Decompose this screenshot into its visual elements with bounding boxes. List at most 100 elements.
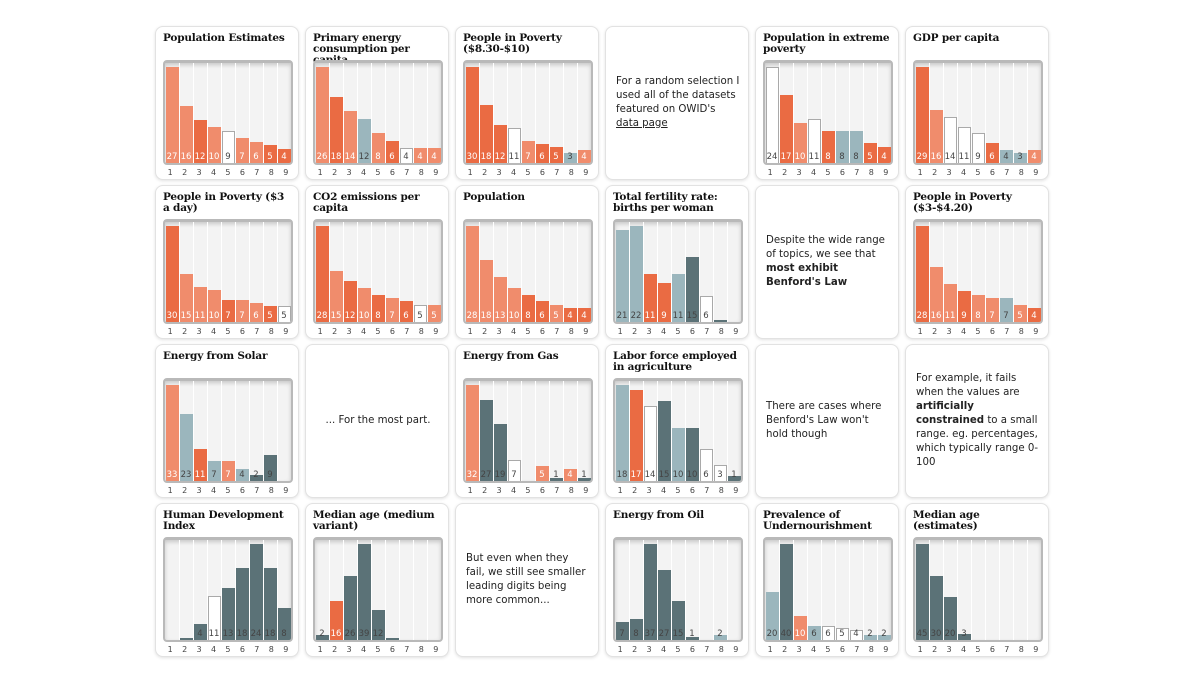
bar (357, 118, 371, 163)
bar (807, 625, 821, 640)
bar (465, 67, 479, 163)
bar (507, 127, 521, 163)
bar (357, 287, 371, 322)
bar (685, 637, 699, 640)
bar (915, 544, 929, 640)
column-divider (192, 381, 194, 481)
bar-value-label: 5 (417, 311, 423, 321)
chart-card: Primary energy consumption per capita261… (305, 26, 449, 180)
x-tick-label: 2 (932, 327, 938, 336)
narrative-paragraph: There are cases where Benford's Law won'… (766, 400, 890, 442)
x-tick-label: 9 (883, 645, 889, 654)
text-segment: ... For the most part. (325, 415, 431, 426)
chart-title: Population in extreme poverty (763, 32, 890, 55)
bar (985, 298, 999, 322)
chart-title: Median age (medium variant) (313, 509, 435, 532)
bar (371, 133, 385, 163)
bar (629, 390, 643, 481)
bar-value-label: 11 (644, 311, 656, 321)
bar-value-label: 7 (239, 152, 245, 162)
bar (413, 148, 427, 163)
x-tick-label: 6 (689, 327, 695, 336)
bar-value-label: 6 (811, 629, 817, 639)
chart-title: Energy from Gas (463, 350, 559, 362)
x-tick-label: 9 (1033, 168, 1039, 177)
column-divider (248, 63, 250, 163)
column-divider (726, 381, 728, 481)
column-divider (848, 540, 850, 640)
column-divider (562, 63, 564, 163)
x-tick-label: 2 (482, 486, 488, 495)
x-tick-label: 1 (617, 486, 623, 495)
bar-value-label: 4 (881, 152, 887, 162)
bar-value-label: 3 (717, 470, 723, 480)
chart-card: Median age (estimates) 45 30 20 3 1 2 3 4 5 6 7 8 9 (905, 503, 1049, 657)
x-tick-label: 7 (704, 645, 710, 654)
bar (277, 306, 291, 322)
column-divider (576, 63, 578, 163)
x-tick-label: 1 (617, 327, 623, 336)
bar-value-label: 7 (239, 311, 245, 321)
column-divider (192, 540, 194, 640)
x-tick-label: 1 (167, 168, 173, 177)
column-divider (276, 222, 278, 322)
x-tick-label: 9 (583, 486, 589, 495)
x-tick-label: 6 (839, 645, 845, 654)
bar-value-label: 6 (703, 470, 709, 480)
data-page-link[interactable]: data page (616, 118, 668, 129)
bar (371, 610, 385, 640)
bar-value-label: 30 (166, 311, 178, 321)
bar (207, 596, 221, 640)
bar (643, 406, 657, 481)
column-divider (220, 63, 222, 163)
x-tick-label: 7 (554, 486, 560, 495)
text-card: For example, it fails when the values ar… (905, 344, 1049, 498)
column-divider (998, 222, 1000, 322)
text-segment: There are cases where Benford's Law won'… (766, 401, 882, 440)
chart-card: People in Poverty ($3 a day) 30 15 11 10 7 7 6 5… (155, 185, 299, 339)
bar (179, 638, 193, 640)
column-divider (384, 540, 386, 640)
bar (877, 147, 891, 163)
column-divider (628, 540, 630, 640)
bar (385, 140, 399, 163)
x-tick-label: 5 (825, 645, 831, 654)
chart-card: Median age (medium variant) 2 16 26 39 12 1 2 3 4… (305, 503, 449, 657)
bar (999, 298, 1013, 322)
chart-title: CO2 emissions per capita (313, 191, 420, 214)
column-divider (1012, 63, 1014, 163)
x-tick-label: 3 (946, 327, 952, 336)
x-tick-label: 9 (433, 168, 439, 177)
column-divider (698, 540, 700, 640)
bar (357, 544, 371, 640)
bar-value-label: 9 (661, 311, 667, 321)
bar-value-label: 11 (208, 629, 220, 639)
bar-value-label: 8 (281, 629, 287, 639)
plot-area: 18 17 14 15 10 10 6 3 1 (613, 378, 743, 483)
bar-value-label: 10 (208, 311, 220, 321)
x-tick-label: 1 (167, 327, 173, 336)
bar-value-label: 11 (194, 470, 206, 480)
bar (657, 401, 671, 481)
x-tick-label: 5 (225, 486, 231, 495)
bar (535, 301, 549, 322)
x-tick-label: 8 (268, 645, 274, 654)
x-tick-label: 5 (525, 327, 531, 336)
x-tick-label: 1 (317, 327, 323, 336)
bar (385, 638, 399, 640)
bar (493, 424, 507, 481)
bar (343, 111, 357, 163)
bar (929, 576, 943, 640)
bar (1013, 304, 1027, 322)
x-tick-label: 6 (239, 168, 245, 177)
chart-title: Prevalence of Undernourishment (763, 509, 872, 532)
bar (249, 475, 263, 481)
bar-value-label: 13 (494, 311, 506, 321)
x-tick-label: 1 (917, 645, 923, 654)
x-tick-label: 8 (868, 645, 874, 654)
